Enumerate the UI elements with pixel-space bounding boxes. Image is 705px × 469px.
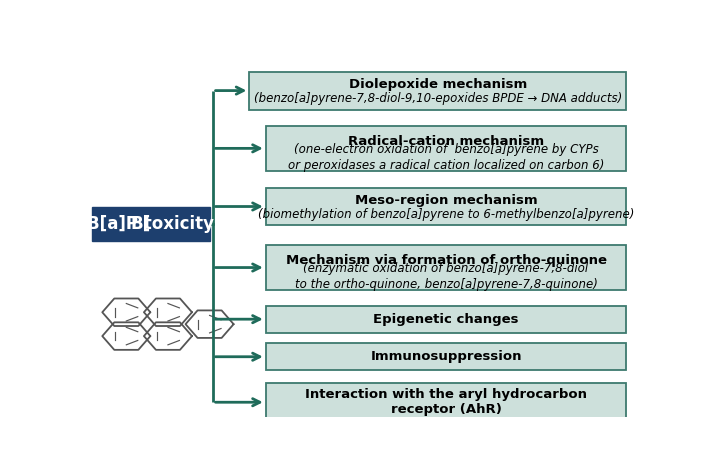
Text: (enzymatic oxidation of benzo[a]pyrene-7,8-diol
to the ortho-quinone, benzo[a]py: (enzymatic oxidation of benzo[a]pyrene-7… — [295, 262, 597, 291]
Text: (benzo[a]pyrene-7,8-diol-9,10-epoxides BPDE → DNA adducts): (benzo[a]pyrene-7,8-diol-9,10-epoxides B… — [254, 91, 622, 105]
Text: B[: B[ — [130, 215, 151, 233]
Text: Meso-region mechanism: Meso-region mechanism — [355, 194, 537, 207]
Text: Mechanism via formation of ortho-quinone: Mechanism via formation of ortho-quinone — [286, 254, 606, 267]
Text: B[a]P toxicity: B[a]P toxicity — [87, 215, 214, 233]
Text: Immunosuppression: Immunosuppression — [370, 350, 522, 363]
Text: (biomethylation of benzo[a]pyrene to 6-methylbenzo[a]pyrene): (biomethylation of benzo[a]pyrene to 6-m… — [258, 208, 634, 220]
Text: Radical-cation mechanism: Radical-cation mechanism — [348, 135, 544, 148]
Text: Interaction with the aryl hydrocarbon
receptor (AhR): Interaction with the aryl hydrocarbon re… — [305, 388, 587, 416]
FancyBboxPatch shape — [266, 126, 626, 171]
Text: Epigenetic changes: Epigenetic changes — [373, 313, 519, 325]
FancyBboxPatch shape — [92, 207, 209, 242]
Text: (one-electron oxidation of  benzo[a]pyrene by CYPs
or peroxidases a radical cati: (one-electron oxidation of benzo[a]pyren… — [288, 143, 604, 172]
FancyBboxPatch shape — [250, 72, 626, 110]
FancyBboxPatch shape — [266, 188, 626, 226]
FancyBboxPatch shape — [266, 306, 626, 333]
FancyBboxPatch shape — [266, 245, 626, 290]
Text: Diolepoxide mechanism: Diolepoxide mechanism — [349, 78, 527, 91]
FancyBboxPatch shape — [266, 383, 626, 421]
FancyBboxPatch shape — [266, 343, 626, 371]
